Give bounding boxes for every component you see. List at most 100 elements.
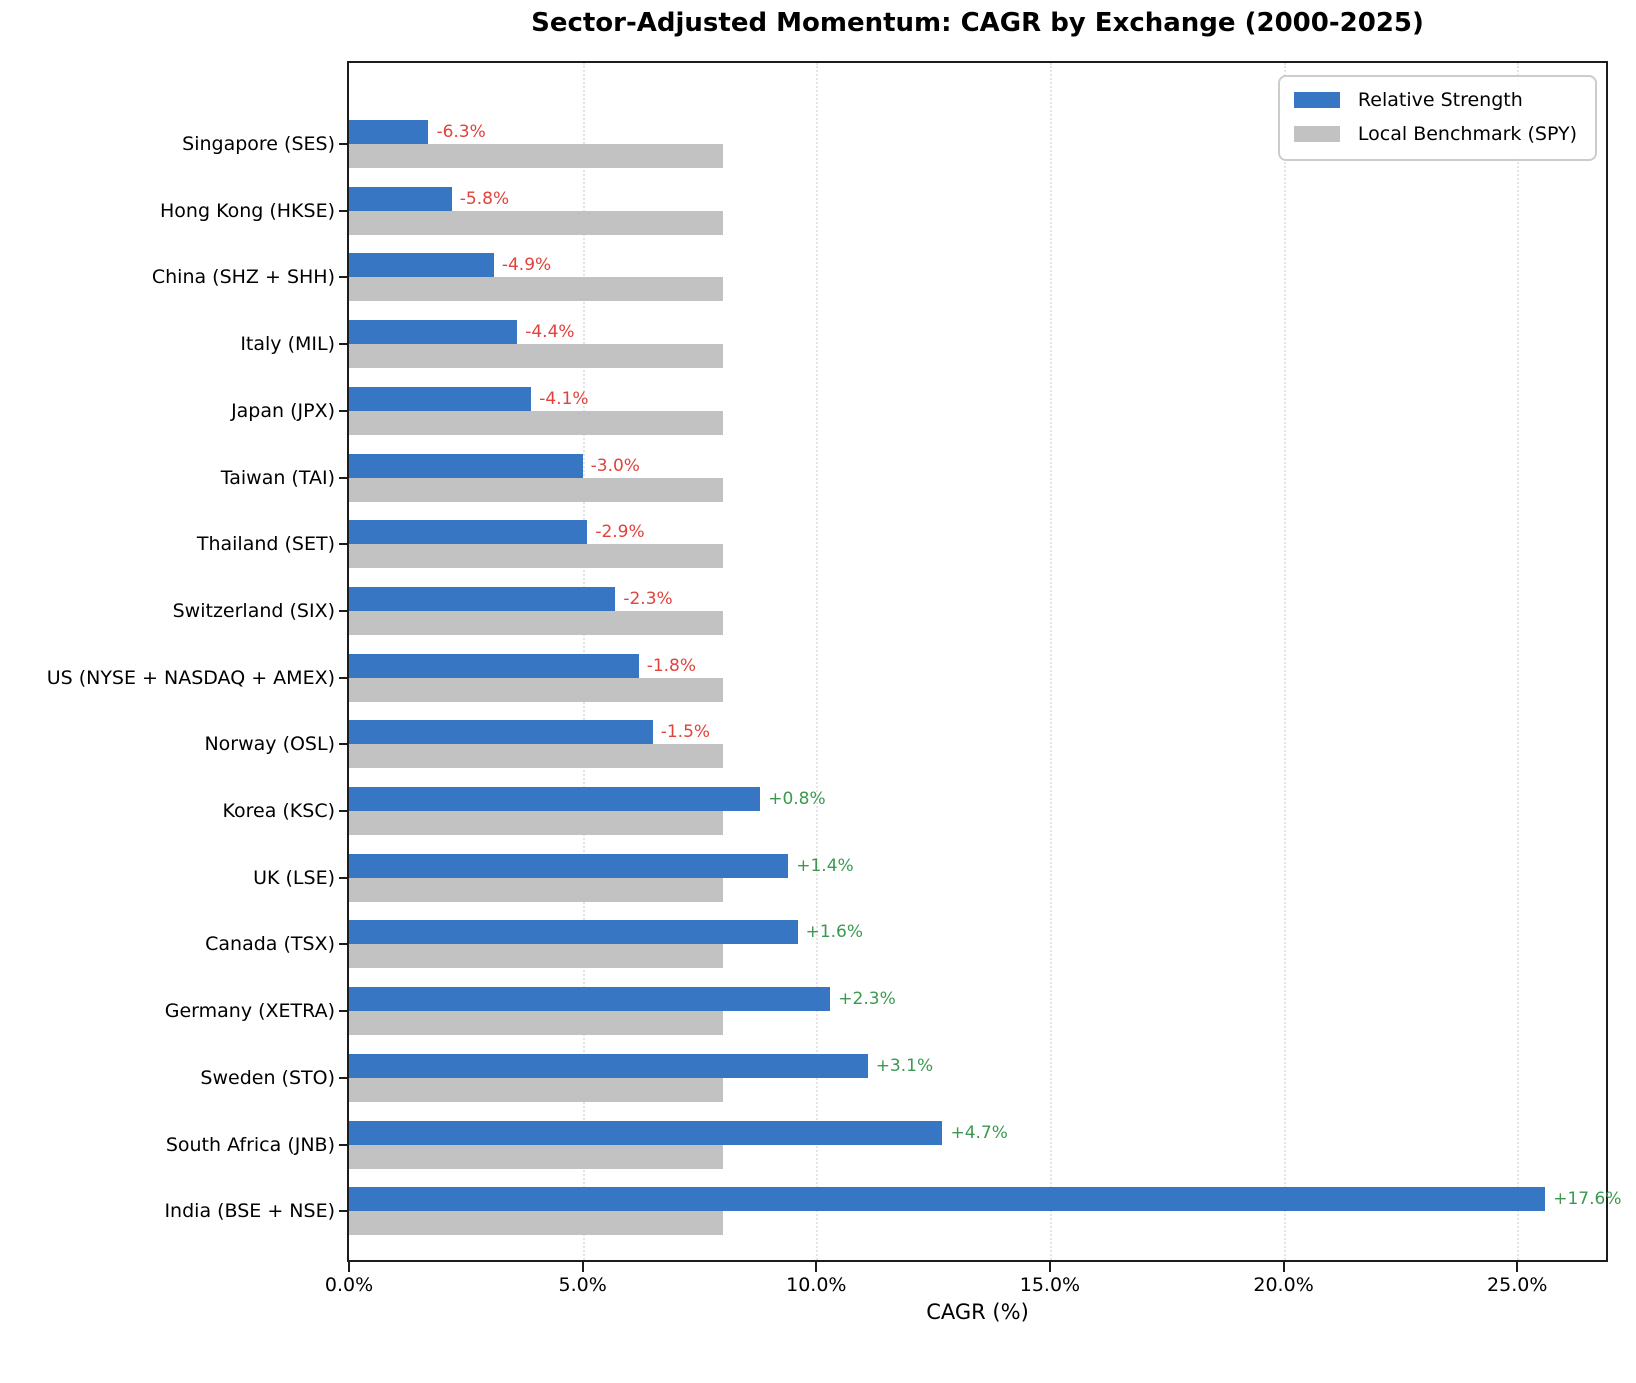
x-tick-mark-25.0% [1516,1262,1519,1272]
y-tick-mark [339,343,347,346]
bar-group: Norway (OSL) -1.5% [204,720,1606,769]
relative-strength-bar [349,920,798,945]
delta-annotation: -3.0% [590,455,640,476]
y-tick-mark [339,609,347,612]
relative-strength-bar [349,586,616,611]
x-tick-mark-5.0% [581,1262,584,1272]
delta-annotation: -4.1% [539,388,589,409]
relative-strength-bar [349,853,789,878]
relative-strength-bar [349,520,588,545]
y-tick-label: India (BSE + NSE) [164,1200,335,1223]
delta-annotation: +1.6% [805,922,864,943]
y-tick-label: Canada (TSX) [205,933,335,956]
legend: Relative Strength Local Benchmark (SPY) [1277,75,1597,161]
x-tick-label: 25.0% [1487,1274,1548,1296]
y-tick-label: Sweden (STO) [200,1066,335,1089]
y-tick-label: Norway (OSL) [204,733,335,756]
bar-group: Hong Kong (HKSE) -5.8% [160,186,1606,235]
bar-group: India (BSE + NSE) +17.6% [164,1187,1622,1236]
benchmark-bar [349,277,723,302]
y-tick-mark [339,743,347,746]
y-tick-mark [339,143,347,145]
legend-label-local-benchmark: Local Benchmark (SPY) [1357,123,1577,145]
y-tick-mark [339,1143,347,1146]
legend-swatch-relative-strength [1293,92,1340,108]
bar-group: UK (LSE) +1.4% [253,853,1606,902]
benchmark-bar [349,1011,723,1036]
legend-item-local-benchmark: Local Benchmark (SPY) [1293,123,1577,145]
y-tick-label: US (NYSE + NASDAQ + AMEX) [46,666,335,689]
bar-group: Germany (XETRA) +2.3% [165,987,1606,1036]
legend-label-relative-strength: Relative Strength [1357,89,1523,111]
y-tick-mark [339,543,347,546]
gridline-25.0% [1517,63,1520,1260]
legend-item-relative-strength: Relative Strength [1293,89,1577,111]
relative-strength-bar [349,987,831,1012]
y-tick-mark [339,1210,347,1213]
bar-group: US (NYSE + NASDAQ + AMEX) -1.8% [47,653,1606,702]
y-tick-label: Thailand (SET) [196,533,335,556]
bar-group: Switzerland (SIX) -2.3% [173,586,1606,635]
relative-strength-bar [349,787,761,811]
y-tick-mark [339,943,347,946]
delta-annotation: +17.6% [1553,1189,1622,1210]
x-tick-label: 15.0% [1019,1274,1081,1296]
x-axis-label: CAGR (%) [926,1300,1029,1324]
delta-annotation: -5.8% [459,188,510,209]
y-tick-mark [339,876,347,879]
delta-annotation: +3.1% [875,1055,934,1076]
benchmark-bar [349,944,723,969]
delta-annotation: -1.5% [660,722,711,743]
bar-group: Japan (JPX) -4.1% [231,386,1606,435]
benchmark-bar [349,1077,723,1102]
delta-annotation: +1.4% [796,855,854,876]
relative-strength-bar [349,1120,943,1145]
bar-group: Italy (MIL) -4.4% [240,320,1606,369]
benchmark-bar [349,1211,723,1236]
relative-strength-bar [349,653,639,678]
relative-strength-bar [349,186,452,211]
x-tick-label: 0.0% [324,1274,374,1296]
x-tick-label: 10.0% [786,1274,847,1296]
benchmark-bar [349,410,723,435]
y-tick-label: Singapore (SES) [182,133,335,155]
relative-strength-bar [349,120,429,144]
delta-annotation: -4.9% [501,255,552,276]
delta-annotation: -2.9% [595,522,645,543]
benchmark-bar [349,144,723,168]
bar-group: China (SHZ + SHH) -4.9% [152,253,1606,302]
y-tick-label: Hong Kong (HKSE) [160,199,335,222]
benchmark-bar [349,1144,723,1169]
delta-annotation: +0.8% [768,789,826,809]
x-tick-mark-0.0% [348,1262,350,1272]
y-tick-label: Switzerland (SIX) [172,599,335,622]
delta-annotation: -6.3% [436,122,486,142]
relative-strength-bar [349,386,532,411]
y-tick-mark [339,409,347,412]
y-tick-label: South Africa (JNB) [165,1133,335,1156]
y-tick-label: UK (LSE) [253,866,335,889]
x-tick-label: 20.0% [1253,1274,1314,1296]
x-tick-mark-15.0% [1048,1262,1051,1272]
y-tick-mark [339,676,347,679]
y-tick-mark [339,1076,347,1079]
delta-annotation: -1.8% [646,655,697,676]
y-tick-label: Korea (KSC) [222,800,335,822]
benchmark-bar [349,544,723,569]
benchmark-bar [349,677,723,702]
bar-group: Taiwan (TAI) -3.0% [221,453,1606,502]
benchmark-bar [349,344,723,369]
y-tick-label: Japan (JPX) [231,399,335,422]
bar-group: Korea (KSC) +0.8% [222,787,1606,835]
benchmark-bar [349,477,723,502]
y-tick-label: Germany (XETRA) [164,1000,335,1023]
delta-annotation: +2.3% [838,989,896,1010]
benchmark-bar [349,877,723,902]
legend-swatch-local-benchmark [1293,126,1340,142]
bar-group: Thailand (SET) -2.9% [197,520,1606,569]
benchmark-bar [349,811,723,835]
bar-group: Sweden (STO) +3.1% [200,1053,1606,1102]
bar-group: Canada (TSX) +1.6% [205,920,1606,969]
x-tick-mark-20.0% [1282,1262,1285,1272]
